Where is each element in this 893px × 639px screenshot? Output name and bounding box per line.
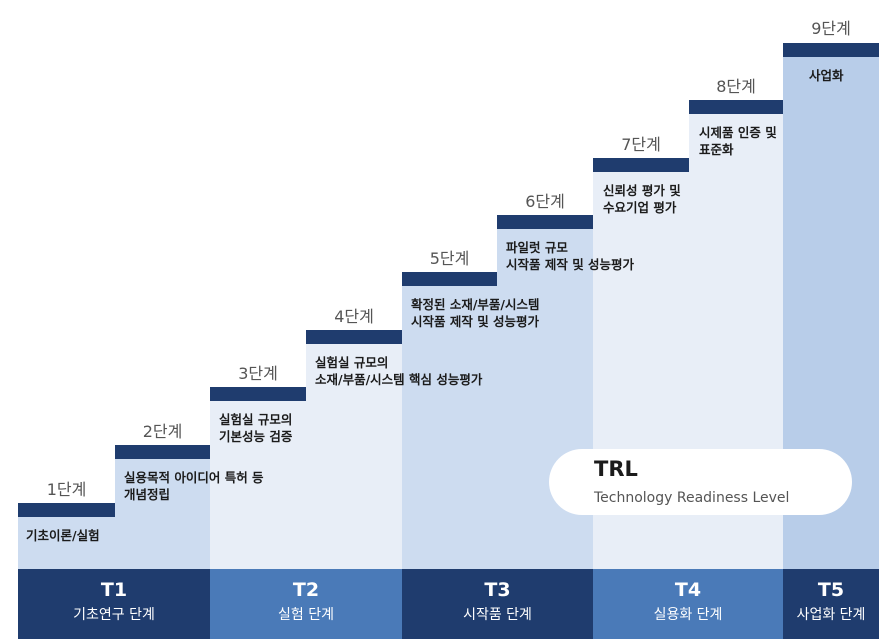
step-4-desc-line-2: 소재/부품/시스템 핵심 성능평가 bbox=[315, 372, 483, 387]
phase-t2-code: T2 bbox=[292, 579, 320, 601]
step-2-column bbox=[115, 459, 210, 569]
step-5-desc-line-2: 시작품 제작 및 성능평가 bbox=[411, 314, 540, 329]
step-5-description: 확정된 소재/부품/시스템 시작품 제작 및 성능평가 bbox=[411, 296, 539, 330]
step-2-bar bbox=[115, 445, 210, 459]
step-9-bar bbox=[783, 43, 879, 57]
phase-t1-name: 기초연구 단계 bbox=[73, 607, 155, 623]
phase-t4-name: 실용화 단계 bbox=[653, 607, 723, 623]
step-8-bar bbox=[689, 100, 783, 114]
trl-subtitle: Technology Readiness Level bbox=[594, 490, 790, 506]
step-6-column bbox=[497, 229, 593, 569]
step-3-description: 실험실 규모의 기본성능 검증 bbox=[219, 411, 292, 445]
step-7-bar bbox=[593, 158, 689, 172]
step-4-description: 실험실 규모의 소재/부품/시스템 핵심 성능평가 bbox=[315, 354, 482, 388]
phase-t3: T3 시작품 단계 bbox=[402, 569, 593, 639]
step-2-desc-line-2: 개념정립 bbox=[124, 487, 171, 502]
step-4-desc-line-1: 실험실 규모의 bbox=[315, 355, 389, 370]
step-3-bar bbox=[210, 387, 306, 401]
phase-t5-name: 사업화 단계 bbox=[796, 607, 866, 623]
step-5-bar bbox=[402, 272, 497, 286]
step-9-desc-line-1: 사업화 bbox=[809, 68, 844, 83]
step-9-description: 사업화 bbox=[809, 67, 844, 84]
step-6-label: 6단계 bbox=[525, 192, 565, 211]
step-3-column bbox=[210, 401, 306, 569]
step-1-bar bbox=[18, 503, 115, 517]
phase-t3-name: 시작품 단계 bbox=[463, 607, 532, 623]
step-2-desc-line-1: 실용목적 아이디어 특허 등 bbox=[124, 470, 264, 485]
step-4-bar bbox=[306, 330, 402, 344]
step-7-desc-line-2: 수요기업 평가 bbox=[603, 200, 677, 215]
phase-t4: T4 실용화 단계 bbox=[593, 569, 783, 639]
step-5-desc-line-1: 확정된 소재/부품/시스템 bbox=[411, 297, 540, 312]
step-8-desc-line-2: 표준화 bbox=[699, 142, 734, 157]
step-9-label: 9단계 bbox=[811, 19, 851, 38]
phase-t1: T1 기초연구 단계 bbox=[18, 569, 210, 639]
step-1-label: 1단계 bbox=[46, 480, 87, 499]
step-5-column bbox=[402, 286, 497, 569]
phase-t5-code: T5 bbox=[817, 579, 845, 601]
step-8-label: 8단계 bbox=[716, 77, 756, 96]
step-4-column bbox=[306, 344, 402, 569]
step-7-desc-line-1: 신뢰성 평가 및 bbox=[603, 183, 681, 198]
step-3-desc-line-2: 기본성능 검증 bbox=[219, 429, 293, 444]
phase-t2: T2 실험 단계 bbox=[210, 569, 402, 639]
phase-t3-code: T3 bbox=[484, 579, 511, 601]
step-1-desc-line-1: 기초이론/실험 bbox=[26, 528, 100, 543]
step-8-desc-line-1: 시제품 인증 및 bbox=[699, 125, 777, 140]
phase-t2-name: 실험 단계 bbox=[278, 607, 334, 623]
trl-badge: TRL Technology Readiness Level bbox=[549, 449, 852, 515]
step-6-bar bbox=[497, 215, 593, 229]
step-5-label: 5단계 bbox=[429, 249, 470, 268]
phase-t1-code: T1 bbox=[100, 579, 128, 601]
step-3-desc-line-1: 실험실 규모의 bbox=[219, 412, 293, 427]
phase-t4-code: T4 bbox=[674, 579, 702, 601]
step-2-label: 2단계 bbox=[142, 422, 183, 441]
step-3-label: 3단계 bbox=[238, 364, 278, 383]
step-1-description: 기초이론/실험 bbox=[26, 527, 100, 544]
step-8-description: 시제품 인증 및 표준화 bbox=[699, 124, 777, 158]
step-6-desc-line-2: 시작품 제작 및 성능평가 bbox=[506, 257, 635, 272]
trl-title: TRL bbox=[594, 457, 638, 481]
step-6-desc-line-1: 파일럿 규모 bbox=[506, 240, 568, 255]
step-6-description: 파일럿 규모 시작품 제작 및 성능평가 bbox=[506, 239, 634, 273]
phase-t5: T5 사업화 단계 bbox=[783, 569, 879, 639]
step-7-label: 7단계 bbox=[621, 135, 661, 154]
step-4-label: 4단계 bbox=[334, 307, 374, 326]
step-2-description: 실용목적 아이디어 특허 등 개념정립 bbox=[124, 469, 264, 503]
step-1-column bbox=[18, 517, 115, 569]
step-7-description: 신뢰성 평가 및 수요기업 평가 bbox=[603, 182, 681, 216]
